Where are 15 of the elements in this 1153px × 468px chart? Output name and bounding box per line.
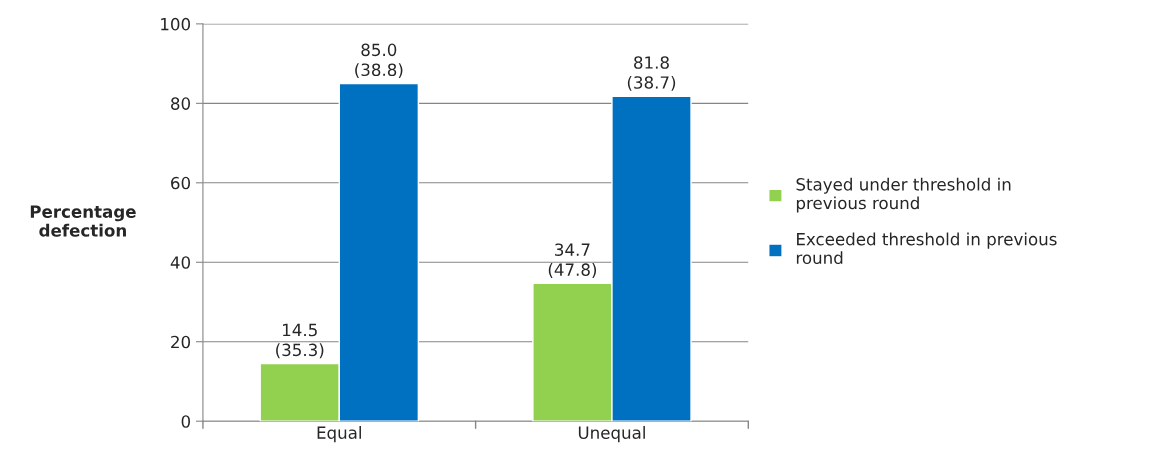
- data-label: 85.0 (38.8): [355, 43, 403, 79]
- data-label: 14.5 (35.3): [276, 323, 324, 359]
- legend-label: Stayed under threshold in previous round: [796, 177, 1011, 213]
- y-tick-label: 0: [181, 415, 191, 428]
- y-tick-label: 100: [161, 17, 191, 31]
- y-tick-label: 60: [171, 176, 191, 190]
- y-tick-label: 20: [171, 335, 191, 349]
- legend-label: Exceeded threshold in previous round: [796, 232, 1057, 265]
- data-label: 34.7 (47.8): [548, 243, 597, 278]
- y-tick-label: 80: [171, 97, 191, 110]
- y-axis-title: Percentage defection: [30, 205, 136, 237]
- data-label: 81.8 (38.7): [627, 56, 676, 91]
- x-tick-label: Equal: [317, 426, 361, 443]
- x-tick-label: Unequal: [578, 426, 645, 443]
- y-tick-label: 40: [170, 256, 191, 269]
